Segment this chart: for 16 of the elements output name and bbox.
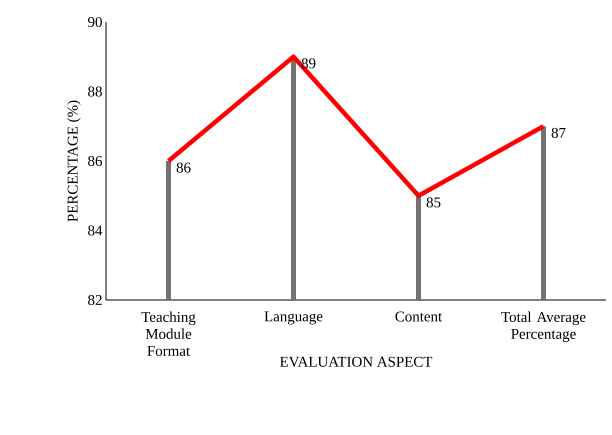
y-tick-label: 86 xyxy=(88,156,102,166)
data-label: 89 xyxy=(302,58,316,68)
y-tick-label: 90 xyxy=(88,16,102,28)
y-tick-label: 84 xyxy=(88,225,102,236)
x-axis-title: EVALUATION ASPECT xyxy=(280,356,432,367)
x-tick-label: Language xyxy=(264,311,322,324)
data-label: 85 xyxy=(426,197,440,208)
data-label: 87 xyxy=(552,128,566,138)
y-tick-label: 88 xyxy=(88,86,102,97)
x-tick-label: Content xyxy=(395,311,442,322)
data-label: 86 xyxy=(176,162,191,173)
line-series xyxy=(166,54,546,198)
x-tick-label: Total Average Percentage xyxy=(501,312,586,342)
y-tick-label: 82 xyxy=(88,294,102,306)
y-axis-title: PERCENTAGE (%) xyxy=(67,100,81,222)
x-tick-label: Teaching Module Format xyxy=(141,312,196,356)
